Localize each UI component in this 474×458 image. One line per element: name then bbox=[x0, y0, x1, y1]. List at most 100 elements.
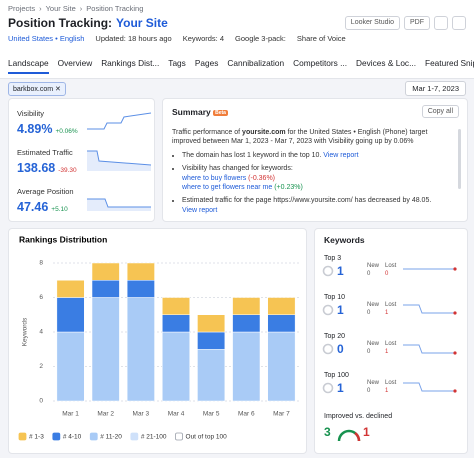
pack-toggle[interactable]: Google 3-pack: bbox=[235, 34, 286, 43]
lost-label: Lost bbox=[385, 341, 397, 347]
tabs: Landscape Overview Rankings Dist... Tags Pag… bbox=[8, 58, 474, 74]
domain-chip[interactable]: barkbox.com ✕ bbox=[8, 82, 66, 96]
legend-label: # 11-20 bbox=[100, 434, 122, 441]
pdf-button[interactable]: PDF bbox=[404, 16, 430, 30]
bar-segment bbox=[232, 314, 261, 333]
tab[interactable]: Landscape bbox=[8, 58, 49, 74]
tab[interactable]: Devices & Loc... bbox=[356, 58, 416, 68]
x-tick-label: Mar 3 bbox=[133, 411, 150, 418]
metric-value: 4.89% bbox=[17, 122, 53, 136]
legend-swatch bbox=[175, 432, 183, 441]
notifications-button[interactable] bbox=[434, 16, 448, 30]
lost-value: 1 bbox=[385, 349, 389, 355]
kw-graphics bbox=[322, 265, 457, 442]
copy-button[interactable]: Copy all bbox=[421, 105, 459, 118]
metric: 47.46 +5.10 bbox=[17, 198, 68, 216]
beta-badge: Beta bbox=[213, 109, 228, 116]
tab[interactable]: Competitors ... bbox=[293, 58, 348, 68]
bar-segment bbox=[91, 280, 120, 298]
summary-item: The domain has lost 1 keyword in the top… bbox=[182, 151, 444, 160]
x-tick-label: Mar 2 bbox=[97, 411, 114, 418]
tab[interactable]: Rankings Dist... bbox=[101, 58, 160, 68]
metrics-card: Visibility 4.89% +0.06% Estimated Traffic… bbox=[8, 98, 155, 222]
crumb: Position Tracking bbox=[86, 4, 144, 13]
bar-segment bbox=[126, 297, 155, 402]
new-label: New bbox=[367, 263, 380, 269]
tab[interactable]: Featured Snip... bbox=[425, 58, 474, 68]
keywords-card: Keywords Top 3 1 New Lost 0 0 Top 10 1 New Lost 0 1… bbox=[314, 228, 468, 454]
separator: › bbox=[39, 4, 42, 13]
summary-item: Estimated traffic for the page https://w… bbox=[182, 196, 444, 215]
report-link[interactable]: View report bbox=[182, 206, 218, 214]
summary-title-text: Summary bbox=[172, 107, 211, 117]
crumb[interactable]: Projects bbox=[8, 4, 36, 13]
lost-value: 0 bbox=[385, 271, 389, 277]
item-text: The domain has lost 1 keyword in the top… bbox=[182, 151, 322, 159]
tab[interactable]: Pages bbox=[194, 58, 219, 68]
lost-value: 1 bbox=[385, 388, 389, 394]
date-picker[interactable]: Mar 1-7, 2023 bbox=[405, 81, 466, 96]
new-value: 0 bbox=[367, 349, 371, 355]
sparkline-end bbox=[453, 311, 457, 315]
y-tick-label: 6 bbox=[39, 294, 43, 301]
location-filter[interactable]: United States • English bbox=[8, 34, 85, 43]
keyword-change: (-0.36%) bbox=[248, 174, 275, 182]
domain: yoursite.com bbox=[242, 129, 286, 136]
metric-label: Estimated Traffic bbox=[17, 148, 73, 157]
sparkline-area bbox=[87, 199, 151, 211]
group-value: 1 bbox=[337, 381, 344, 395]
updated: Updated: 18 hours ago bbox=[95, 34, 172, 43]
tab[interactable]: Tags bbox=[168, 58, 186, 68]
keyword-link[interactable]: where to buy flowers bbox=[182, 174, 247, 182]
bar-segment bbox=[56, 280, 85, 298]
y-tick-label: 2 bbox=[39, 363, 43, 370]
metric-change: +0.06% bbox=[55, 128, 78, 135]
summary-item: Visibility has changed for keywords: whe… bbox=[182, 164, 444, 192]
crumb[interactable]: Your Site bbox=[45, 4, 76, 13]
sparklines bbox=[87, 112, 152, 211]
new-label: New bbox=[367, 341, 380, 347]
keywords-title: Keywords bbox=[324, 235, 365, 245]
tab[interactable]: Cannibalization bbox=[227, 58, 285, 68]
rankings-card: Rankings Distribution 0 2 4 6 8 Keywords Mar 1… bbox=[8, 228, 307, 454]
progress-ring bbox=[322, 265, 334, 277]
keywords-count: Keywords: 4 bbox=[182, 34, 225, 43]
page-title: Position Tracking: Your Site bbox=[8, 16, 168, 30]
x-tick-label: Mar 6 bbox=[238, 411, 255, 418]
title-text: Position Tracking: bbox=[8, 16, 113, 30]
group-value: 1 bbox=[337, 264, 344, 278]
metric-label: Visibility bbox=[17, 109, 44, 118]
tab[interactable]: Overview bbox=[57, 58, 93, 68]
lost-value: 1 bbox=[385, 310, 389, 316]
scrollbar[interactable] bbox=[458, 129, 461, 189]
improved-value: 3 bbox=[324, 425, 331, 439]
settings-button[interactable] bbox=[452, 16, 466, 30]
bar-segment bbox=[91, 262, 120, 281]
chip-text: barkbox.com bbox=[13, 86, 54, 93]
report-link[interactable]: View report bbox=[323, 151, 359, 159]
legend-swatch bbox=[89, 432, 98, 441]
site-selector[interactable]: Your Site bbox=[116, 16, 168, 30]
bar-segment bbox=[267, 297, 296, 315]
group-value: 1 bbox=[337, 303, 344, 317]
looker-button[interactable]: Looker Studio bbox=[344, 16, 400, 30]
declined-value: 1 bbox=[363, 425, 370, 439]
lost-label: Lost bbox=[385, 263, 397, 269]
bar-segment bbox=[267, 331, 296, 402]
sparkline-end bbox=[453, 267, 457, 271]
new-value: 0 bbox=[367, 388, 371, 394]
lost-label: Lost bbox=[385, 380, 397, 386]
x-tick-label: Mar 7 bbox=[273, 411, 290, 418]
bar-segment bbox=[56, 331, 85, 402]
keyword-change: (+0.23%) bbox=[274, 184, 303, 192]
legend-swatch bbox=[130, 432, 139, 441]
progress-ring bbox=[322, 304, 334, 316]
group-label: Top 10 bbox=[324, 294, 346, 301]
filters: United States • English Updated: 18 hour… bbox=[8, 34, 346, 43]
keyword-link[interactable]: where to get flowers near me bbox=[182, 184, 273, 192]
share-toggle[interactable]: Share of Voice bbox=[296, 34, 346, 43]
legend-label: # 21-100 bbox=[141, 434, 167, 441]
legend-swatch bbox=[52, 432, 61, 441]
summary-text: Traffic performance of yoursite.com for … bbox=[172, 128, 444, 219]
